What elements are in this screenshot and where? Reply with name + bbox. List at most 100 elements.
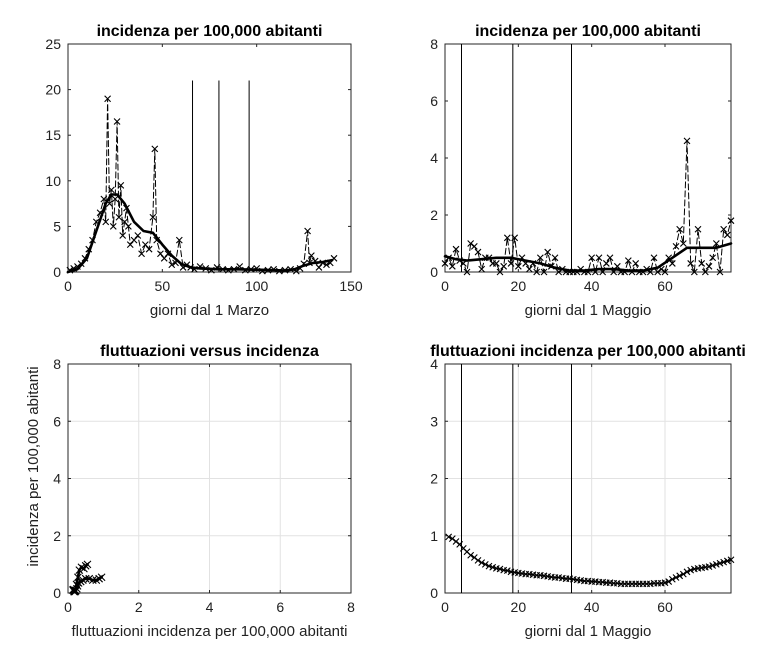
data-point-marker: [467, 551, 475, 559]
data-point-marker: [679, 570, 687, 578]
data-point-marker: [478, 265, 486, 273]
data-point-marker: [723, 231, 731, 239]
data-point-marker: [470, 242, 478, 250]
data-point-marker: [650, 254, 658, 262]
y-axis-label: incidenza per 100,000 abitanti: [25, 366, 42, 566]
data-point-marker: [588, 254, 596, 262]
chart-title: incidenza per 100,000 abitanti: [97, 23, 323, 40]
data-point-marker: [102, 218, 110, 226]
x-tick-label: 40: [584, 278, 600, 294]
subplot-1: 0 50 100 150 0 5 10 15 20 25 incidenza per 100,000…: [45, 23, 362, 319]
y-tick-label: 0: [53, 585, 61, 601]
data-point-marker: [71, 586, 79, 595]
data-point-marker: [632, 260, 640, 267]
data-point-marker: [716, 559, 724, 567]
data-point-marker: [138, 250, 145, 258]
y-tick-label: 2: [430, 207, 438, 223]
x-tick-label: 150: [339, 278, 363, 294]
x-tick-label: 0: [441, 278, 449, 294]
data-point-marker: [109, 223, 117, 230]
data-point-marker: [595, 254, 603, 262]
data-point-marker: [661, 579, 669, 587]
data-point-marker: [83, 560, 92, 569]
data-point-marker: [709, 562, 717, 569]
data-point-marker: [463, 268, 471, 276]
data-point-marker: [126, 241, 134, 249]
data-point-marker: [690, 268, 698, 276]
x-axis-label: fluttuazioni incidenza per 100,000 abita…: [71, 623, 347, 640]
data-point-marker: [665, 578, 673, 585]
data-point-marker: [130, 236, 138, 244]
x-tick-label: 0: [64, 599, 72, 615]
data-point-marker: [304, 227, 311, 235]
x-tick-label: 6: [276, 599, 284, 615]
y-tick-label: 5: [53, 218, 61, 234]
chart-title: incidenza per 100,000 abitanti: [475, 23, 701, 40]
data-point-marker: [500, 262, 508, 270]
data-point-marker: [705, 563, 713, 571]
data-point-marker: [315, 264, 323, 271]
data-point-marker: [117, 181, 125, 189]
data-point-marker: [668, 260, 676, 267]
y-tick-label: 4: [53, 471, 61, 487]
data-point-marker: [111, 195, 119, 203]
data-point-marker: [712, 240, 720, 247]
data-point-marker: [511, 234, 519, 242]
y-tick-label: 10: [45, 173, 61, 189]
data-point-marker: [72, 580, 81, 589]
data-point-marker: [672, 574, 680, 581]
data-point-marker: [540, 268, 548, 276]
data-point-marker: [134, 232, 142, 239]
y-tick-label: 8: [430, 36, 438, 52]
data-point-marker: [485, 562, 493, 570]
y-tick-label: 4: [430, 356, 438, 372]
data-point-marker: [175, 236, 183, 244]
data-point-marker: [160, 254, 168, 262]
subplot-3: 0 2 4 6 8 0 2 4 6 8 fluttuazioni versus incidenza f…: [25, 343, 355, 640]
x-tick-label: 60: [657, 278, 673, 294]
data-point-marker: [113, 118, 121, 125]
data-point-marker: [85, 574, 94, 583]
data-point-marker: [157, 250, 164, 258]
data-point-marker: [687, 566, 695, 574]
data-point-marker: [149, 213, 157, 221]
data-point-marker: [489, 563, 497, 571]
series-line-2: [66, 193, 334, 274]
data-point-marker: [720, 558, 728, 566]
data-point-marker: [307, 252, 315, 259]
data-point-marker: [727, 556, 735, 564]
data-point-marker: [525, 265, 533, 273]
data-point-marker: [124, 223, 132, 230]
series-line-1: [69, 98, 335, 272]
data-point-marker: [448, 262, 456, 270]
x-tick-label: 50: [155, 278, 171, 294]
y-tick-label: 25: [45, 36, 61, 52]
data-point-marker: [712, 560, 720, 568]
data-point-marker: [470, 554, 478, 561]
data-point-marker: [496, 268, 504, 276]
x-axis-label: giorni dal 1 Maggio: [525, 302, 652, 319]
data-point-marker: [687, 260, 695, 267]
x-tick-label: 0: [64, 278, 72, 294]
data-point-marker: [514, 262, 522, 270]
data-point-marker: [496, 565, 504, 573]
data-point-marker: [503, 567, 511, 575]
data-point-marker: [676, 225, 684, 233]
data-point-marker: [452, 538, 460, 545]
x-tick-label: 60: [657, 599, 673, 615]
y-tick-label: 0: [430, 585, 438, 601]
data-point-marker: [683, 137, 691, 145]
data-point-marker: [121, 218, 128, 226]
y-tick-label: 6: [53, 413, 61, 429]
data-point-marker: [716, 268, 724, 276]
data-point-marker: [723, 557, 731, 565]
data-point-marker: [683, 568, 691, 576]
data-point-marker: [709, 254, 717, 262]
series-line-2: [443, 242, 733, 272]
data-point-marker: [492, 260, 500, 267]
data-point-marker: [624, 257, 632, 264]
data-point-marker: [533, 268, 541, 276]
y-tick-label: 1: [430, 528, 438, 544]
